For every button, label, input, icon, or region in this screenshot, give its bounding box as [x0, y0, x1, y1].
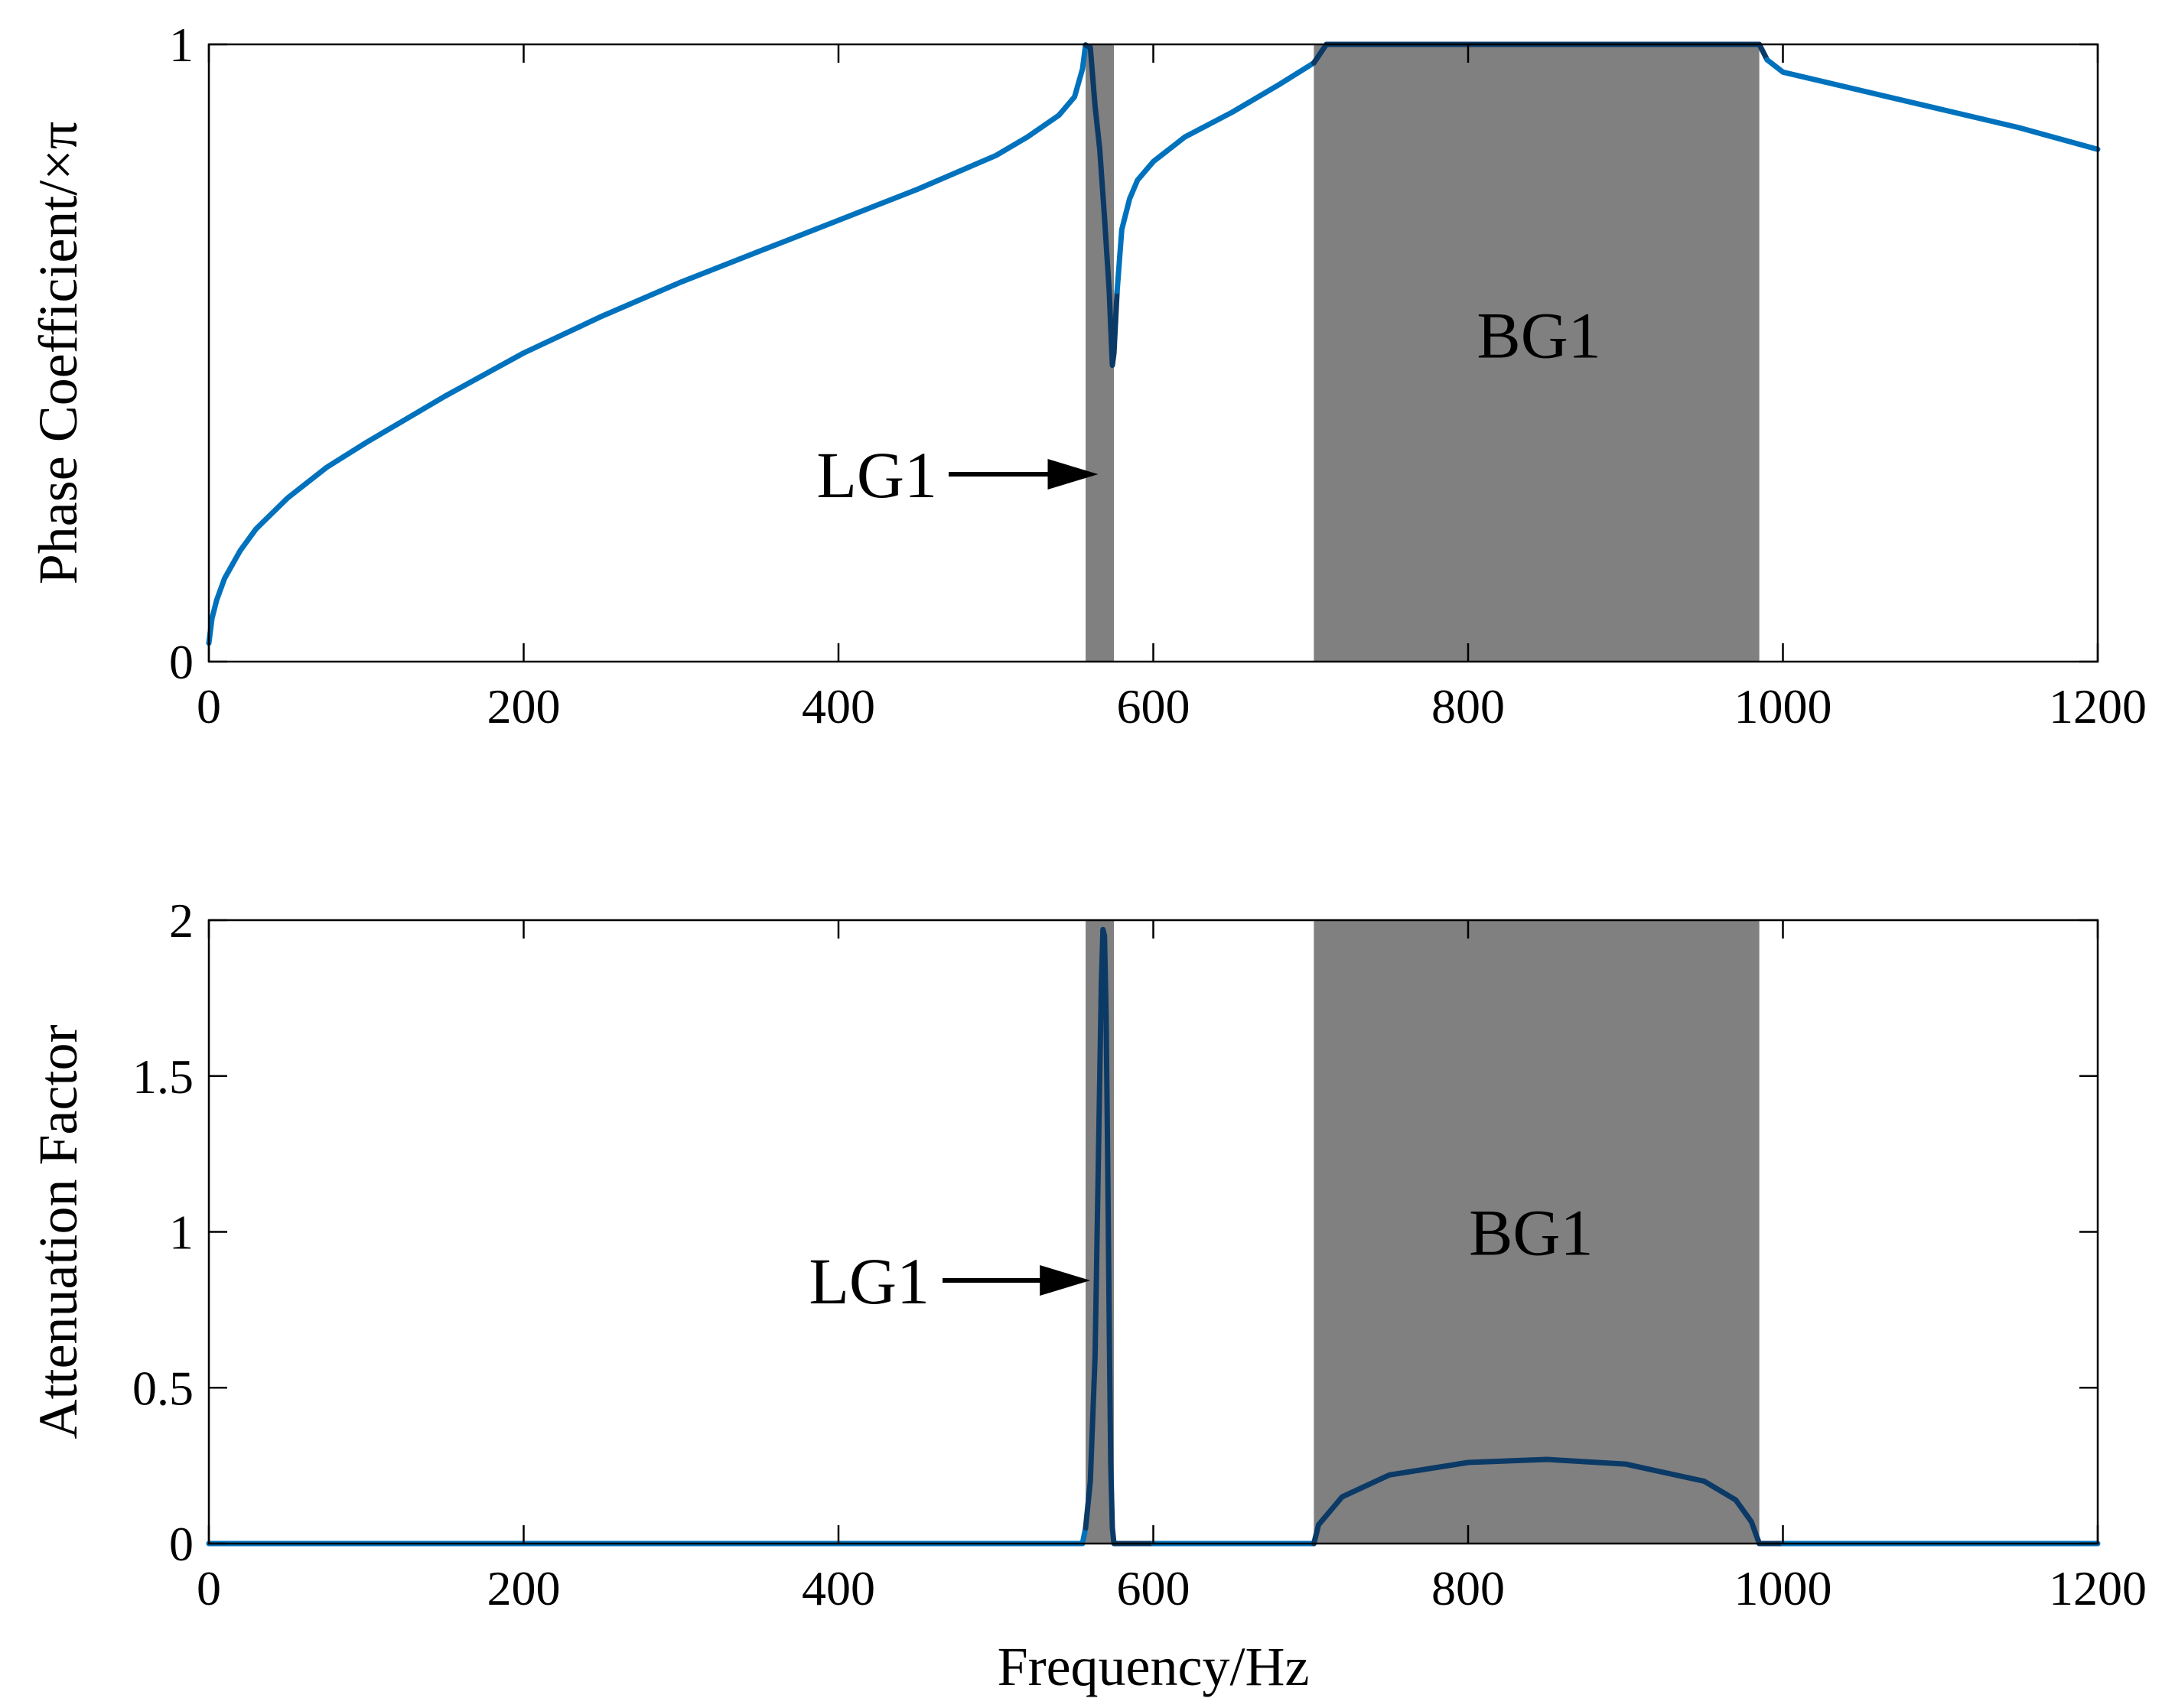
series-line-segment [1311, 1456, 1786, 1547]
series-line-segment [206, 42, 1089, 646]
attenuation-factor-panel: 0 200 400 600 800 1000 1200 0 0.5 1 1.5 2 Attenuatio… [28, 893, 2147, 1697]
y-tick-label: 0 [169, 635, 194, 689]
x-tick-label: 600 [1117, 679, 1190, 734]
phase-coefficient-panel: 0 200 400 600 800 1000 1200 0 1 Phase Coefficient… [28, 18, 2147, 734]
x-tick-label: 600 [1117, 1561, 1190, 1615]
series-line-segment [1114, 60, 1317, 294]
plot-area [209, 920, 2098, 1544]
x-tick-label: 1200 [2049, 679, 2147, 734]
y-tick-label: 1 [169, 18, 194, 72]
y-tick-label: 2 [169, 893, 194, 948]
plot-area [209, 44, 2098, 662]
band-bg1 [1314, 44, 1760, 662]
x-tick-label: 1000 [1734, 1561, 1832, 1615]
y-axis-label: Phase Coefficient/×π [28, 122, 89, 585]
y-tick-label: 0 [169, 1517, 194, 1571]
band-bg1 [1314, 920, 1760, 1544]
y-axis-label: Attenuation Factor [28, 1025, 89, 1440]
x-tick-label: 1000 [1734, 679, 1832, 734]
y-tick-label: 1.5 [132, 1049, 194, 1104]
x-tick-label: 800 [1431, 1561, 1505, 1615]
x-tick-label: 0 [197, 679, 221, 734]
annotation-bg1-label: BG1 [1477, 298, 1600, 372]
series-line-segment [1764, 57, 2101, 152]
y-tick-label: 0.5 [132, 1361, 194, 1415]
y-tick-label: 1 [169, 1205, 194, 1260]
x-tick-label: 0 [197, 1561, 221, 1615]
x-tick-label: 400 [802, 1561, 875, 1615]
annotation-lg1-label: LG1 [816, 438, 937, 512]
x-tick-label: 400 [802, 679, 875, 734]
x-axis-label: Frequency/Hz [998, 1636, 1310, 1697]
annotation-arrow-head [1040, 1265, 1091, 1296]
x-tick-label: 1200 [2049, 1561, 2147, 1615]
annotation-arrow-head [1047, 459, 1099, 490]
x-tick-label: 200 [487, 679, 561, 734]
x-tick-label: 800 [1431, 679, 1505, 734]
annotation-lg1-label: LG1 [809, 1244, 930, 1318]
x-tick-label: 200 [487, 1561, 561, 1615]
series-line-segment [1083, 42, 1120, 369]
annotation-bg1-label: BG1 [1469, 1196, 1593, 1270]
series-line-segment [1083, 926, 1156, 1547]
